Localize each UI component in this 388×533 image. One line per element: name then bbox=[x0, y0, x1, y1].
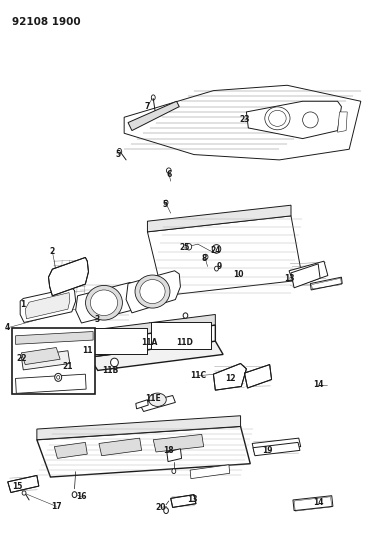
Text: 4: 4 bbox=[5, 324, 10, 332]
Ellipse shape bbox=[57, 375, 60, 379]
Text: 24: 24 bbox=[210, 246, 221, 255]
Polygon shape bbox=[48, 257, 88, 296]
Ellipse shape bbox=[268, 110, 286, 126]
Ellipse shape bbox=[172, 469, 176, 473]
Text: 15: 15 bbox=[12, 482, 23, 490]
Text: 92108 1900: 92108 1900 bbox=[12, 17, 80, 27]
Polygon shape bbox=[147, 216, 303, 296]
Polygon shape bbox=[244, 365, 272, 388]
Polygon shape bbox=[167, 449, 182, 462]
Polygon shape bbox=[21, 351, 70, 370]
Text: 9: 9 bbox=[217, 262, 222, 271]
Polygon shape bbox=[99, 438, 142, 456]
Ellipse shape bbox=[111, 358, 118, 367]
Text: 11: 11 bbox=[82, 346, 93, 355]
Polygon shape bbox=[128, 101, 179, 131]
Polygon shape bbox=[190, 465, 230, 479]
Polygon shape bbox=[338, 112, 347, 132]
Text: 11D: 11D bbox=[176, 338, 193, 346]
Polygon shape bbox=[153, 434, 204, 452]
Text: 11B: 11B bbox=[102, 366, 119, 375]
Text: 7: 7 bbox=[145, 102, 150, 111]
Polygon shape bbox=[253, 442, 300, 456]
Polygon shape bbox=[16, 374, 86, 393]
Polygon shape bbox=[252, 438, 301, 452]
Bar bbox=[91, 328, 147, 354]
Ellipse shape bbox=[135, 275, 170, 308]
Text: 10: 10 bbox=[233, 270, 244, 279]
Ellipse shape bbox=[149, 393, 166, 406]
Text: 13: 13 bbox=[284, 274, 294, 282]
Text: 17: 17 bbox=[51, 502, 62, 511]
Polygon shape bbox=[21, 348, 60, 365]
Text: 23: 23 bbox=[239, 116, 250, 124]
Polygon shape bbox=[246, 101, 341, 139]
Text: 19: 19 bbox=[262, 446, 273, 455]
Ellipse shape bbox=[55, 373, 62, 382]
Ellipse shape bbox=[265, 107, 290, 130]
Polygon shape bbox=[54, 442, 87, 458]
Text: 3: 3 bbox=[94, 316, 100, 324]
Text: 21: 21 bbox=[62, 362, 73, 371]
Ellipse shape bbox=[140, 279, 165, 304]
Text: 6: 6 bbox=[166, 170, 171, 179]
Polygon shape bbox=[8, 475, 39, 492]
Text: 1: 1 bbox=[21, 301, 26, 309]
Text: 14: 14 bbox=[313, 498, 324, 506]
Polygon shape bbox=[293, 496, 333, 511]
Polygon shape bbox=[289, 261, 328, 287]
Polygon shape bbox=[89, 325, 215, 357]
Polygon shape bbox=[310, 277, 342, 290]
Polygon shape bbox=[171, 495, 196, 507]
Polygon shape bbox=[16, 332, 93, 344]
Text: 16: 16 bbox=[76, 492, 87, 501]
Ellipse shape bbox=[22, 491, 26, 495]
Polygon shape bbox=[147, 205, 291, 232]
Ellipse shape bbox=[212, 245, 221, 253]
Ellipse shape bbox=[164, 507, 168, 514]
Text: 2: 2 bbox=[50, 247, 55, 256]
Polygon shape bbox=[37, 426, 250, 477]
Text: 11C: 11C bbox=[190, 372, 206, 380]
Text: 25: 25 bbox=[179, 244, 189, 252]
Bar bbox=[91, 328, 147, 354]
Ellipse shape bbox=[303, 112, 318, 128]
Polygon shape bbox=[140, 395, 175, 411]
Text: 22: 22 bbox=[16, 354, 27, 362]
Polygon shape bbox=[136, 400, 148, 409]
Polygon shape bbox=[213, 364, 246, 390]
Text: 14: 14 bbox=[313, 381, 324, 389]
Text: 12: 12 bbox=[225, 374, 236, 383]
Polygon shape bbox=[126, 271, 180, 313]
Ellipse shape bbox=[183, 313, 188, 318]
Ellipse shape bbox=[215, 266, 218, 271]
Ellipse shape bbox=[186, 244, 192, 250]
Polygon shape bbox=[124, 85, 361, 160]
Ellipse shape bbox=[203, 254, 208, 260]
Text: 8: 8 bbox=[201, 254, 206, 263]
Polygon shape bbox=[89, 341, 223, 370]
Polygon shape bbox=[76, 282, 137, 323]
Ellipse shape bbox=[90, 290, 118, 316]
Text: 20: 20 bbox=[156, 503, 166, 512]
Text: 5: 5 bbox=[116, 150, 121, 159]
Ellipse shape bbox=[85, 286, 123, 320]
Text: 11E: 11E bbox=[146, 394, 161, 403]
Bar bbox=[151, 322, 211, 349]
Ellipse shape bbox=[72, 491, 77, 498]
Text: 13: 13 bbox=[187, 496, 197, 504]
Bar bbox=[12, 328, 95, 394]
Polygon shape bbox=[291, 264, 320, 288]
Polygon shape bbox=[37, 416, 241, 440]
Polygon shape bbox=[89, 314, 215, 341]
Polygon shape bbox=[20, 288, 76, 322]
Text: 11A: 11A bbox=[141, 338, 158, 346]
Text: 5: 5 bbox=[162, 200, 168, 208]
Text: 18: 18 bbox=[163, 446, 174, 455]
Bar bbox=[151, 322, 211, 349]
Polygon shape bbox=[25, 293, 70, 319]
